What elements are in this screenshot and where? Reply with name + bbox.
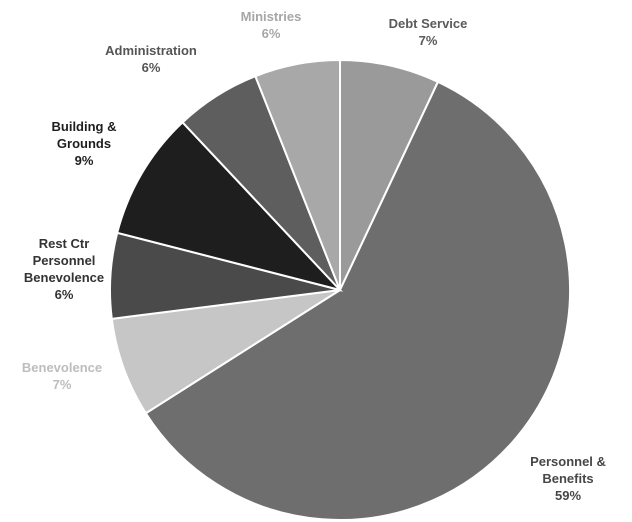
- slice-percent: 9%: [75, 153, 94, 168]
- slice-label: Debt Service 7%: [389, 16, 468, 48]
- pie-slice: [339, 58, 440, 291]
- slice-name: Benefits: [542, 471, 593, 486]
- slice-percent: 6%: [55, 287, 74, 302]
- slice-label: Ministries 6%: [241, 9, 302, 41]
- slice-name: Ministries: [241, 9, 302, 24]
- slice-name: Personnel &: [530, 454, 606, 469]
- slice-name: Building &: [52, 119, 117, 134]
- slice-percent: 6%: [142, 60, 161, 75]
- pie-slice: [254, 58, 341, 291]
- pie-labels: Debt Service 7% Personnel & Benefits 59% Bene…: [22, 9, 606, 503]
- slice-name: Benevolence: [24, 270, 104, 285]
- pie-slices: [109, 58, 571, 521]
- slice-name: Benevolence: [22, 360, 102, 375]
- pie-slice: [144, 80, 571, 521]
- slice-label: Benevolence 7%: [22, 360, 102, 392]
- slice-percent: 7%: [53, 377, 72, 392]
- slice-label: Personnel & Benefits 59%: [530, 454, 606, 503]
- slice-name: Administration: [105, 43, 197, 58]
- slice-name: Grounds: [57, 136, 111, 151]
- pie-slice: [116, 120, 344, 292]
- slice-percent: 6%: [262, 26, 281, 41]
- slice-name: Debt Service: [389, 16, 468, 31]
- pie-slice: [110, 289, 341, 415]
- slice-name: Rest Ctr: [39, 236, 90, 251]
- slice-label: Building & Grounds 9%: [52, 119, 117, 168]
- slice-name: Personnel: [33, 253, 96, 268]
- slice-percent: 59%: [555, 488, 581, 503]
- slice-percent: 7%: [419, 33, 438, 48]
- slice-label: Administration 6%: [105, 43, 197, 75]
- slice-label: Rest Ctr Personnel Benevolence 6%: [24, 236, 104, 302]
